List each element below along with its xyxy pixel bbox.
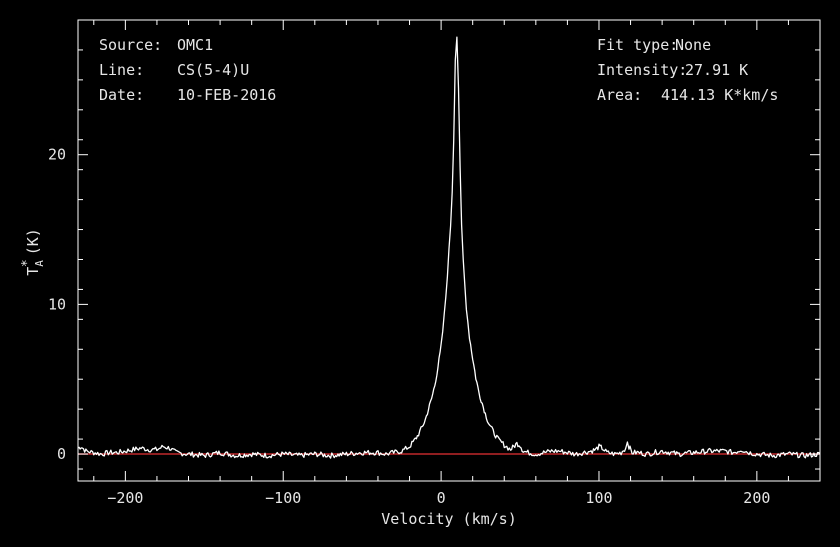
y-tick-label: 10 xyxy=(48,295,66,313)
x-axis-title: Velocity (km/s) xyxy=(381,510,516,528)
info-panel-left: Source: OMC1 Line: CS(5-4)U Date: 10-FEB… xyxy=(99,36,276,104)
area-key: Area: xyxy=(597,86,642,104)
source-key: Source: xyxy=(99,36,162,54)
date-value: 10-FEB-2016 xyxy=(177,86,276,104)
x-tick-label: −200 xyxy=(107,489,143,507)
fit-type-value: None xyxy=(675,36,711,54)
plot-area xyxy=(77,36,821,459)
spectrum-line xyxy=(77,36,821,459)
intensity-value: 27.91 K xyxy=(685,61,748,79)
plot-frame xyxy=(77,19,821,482)
x-tick-label: −100 xyxy=(265,489,301,507)
intensity-key: Intensity: xyxy=(597,61,687,79)
fit-type-key: Fit type: xyxy=(597,36,678,54)
x-tick-label: 0 xyxy=(437,489,446,507)
y-axis-title-text: TA*(K) xyxy=(20,228,46,276)
y-tick-label: 0 xyxy=(57,445,66,463)
x-tick-label: 200 xyxy=(743,489,770,507)
line-value: CS(5-4)U xyxy=(177,61,249,79)
source-value: OMC1 xyxy=(177,36,213,54)
date-key: Date: xyxy=(99,86,144,104)
axis-ticks: −200 −100 0 100 200 0 10 20 xyxy=(48,20,821,507)
y-tick-label: 20 xyxy=(48,146,66,164)
y-axis-title: TA*(K) xyxy=(20,228,46,276)
area-value: 414.13 K*km/s xyxy=(661,86,778,104)
x-tick-label: 100 xyxy=(585,489,612,507)
info-panel-right: Fit type: None Intensity: 27.91 K Area: … xyxy=(597,36,778,104)
line-key: Line: xyxy=(99,61,144,79)
